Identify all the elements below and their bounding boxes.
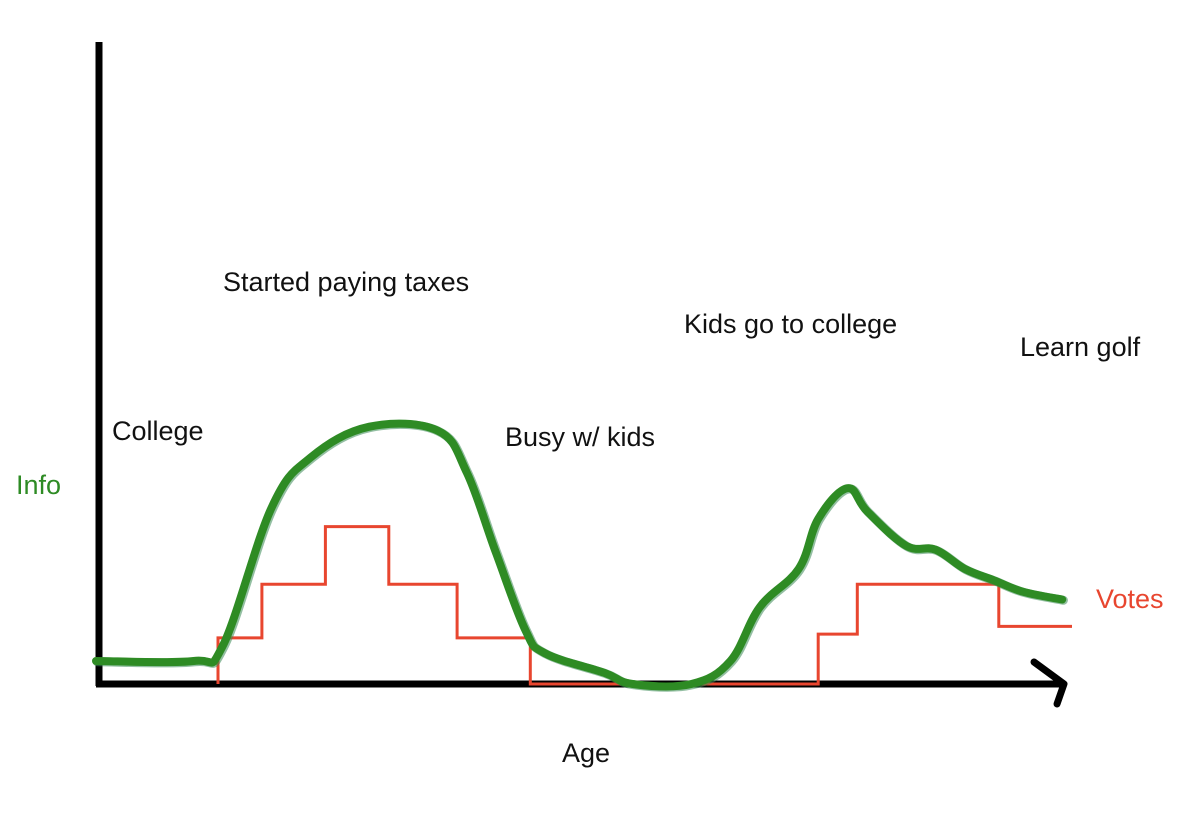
- info-curve-shadow: [92, 419, 1068, 692]
- x-axis-arrowhead: [1030, 658, 1068, 708]
- x-axis-label: Age: [562, 738, 610, 768]
- info-series: [92, 419, 1068, 692]
- annotation-college: College: [112, 416, 204, 446]
- annotation-busy: Busy w/ kids: [505, 422, 655, 452]
- annotation-kids-college: Kids go to college: [684, 309, 897, 339]
- y-axis-label: Info: [16, 470, 61, 500]
- votes-series: [216, 525, 1072, 686]
- annotation-taxes: Started paying taxes: [223, 267, 469, 297]
- votes-series-label: Votes: [1096, 584, 1164, 614]
- annotation-golf: Learn golf: [1020, 332, 1141, 362]
- info-curve: [92, 419, 1067, 691]
- votes-step-line: [216, 525, 1072, 686]
